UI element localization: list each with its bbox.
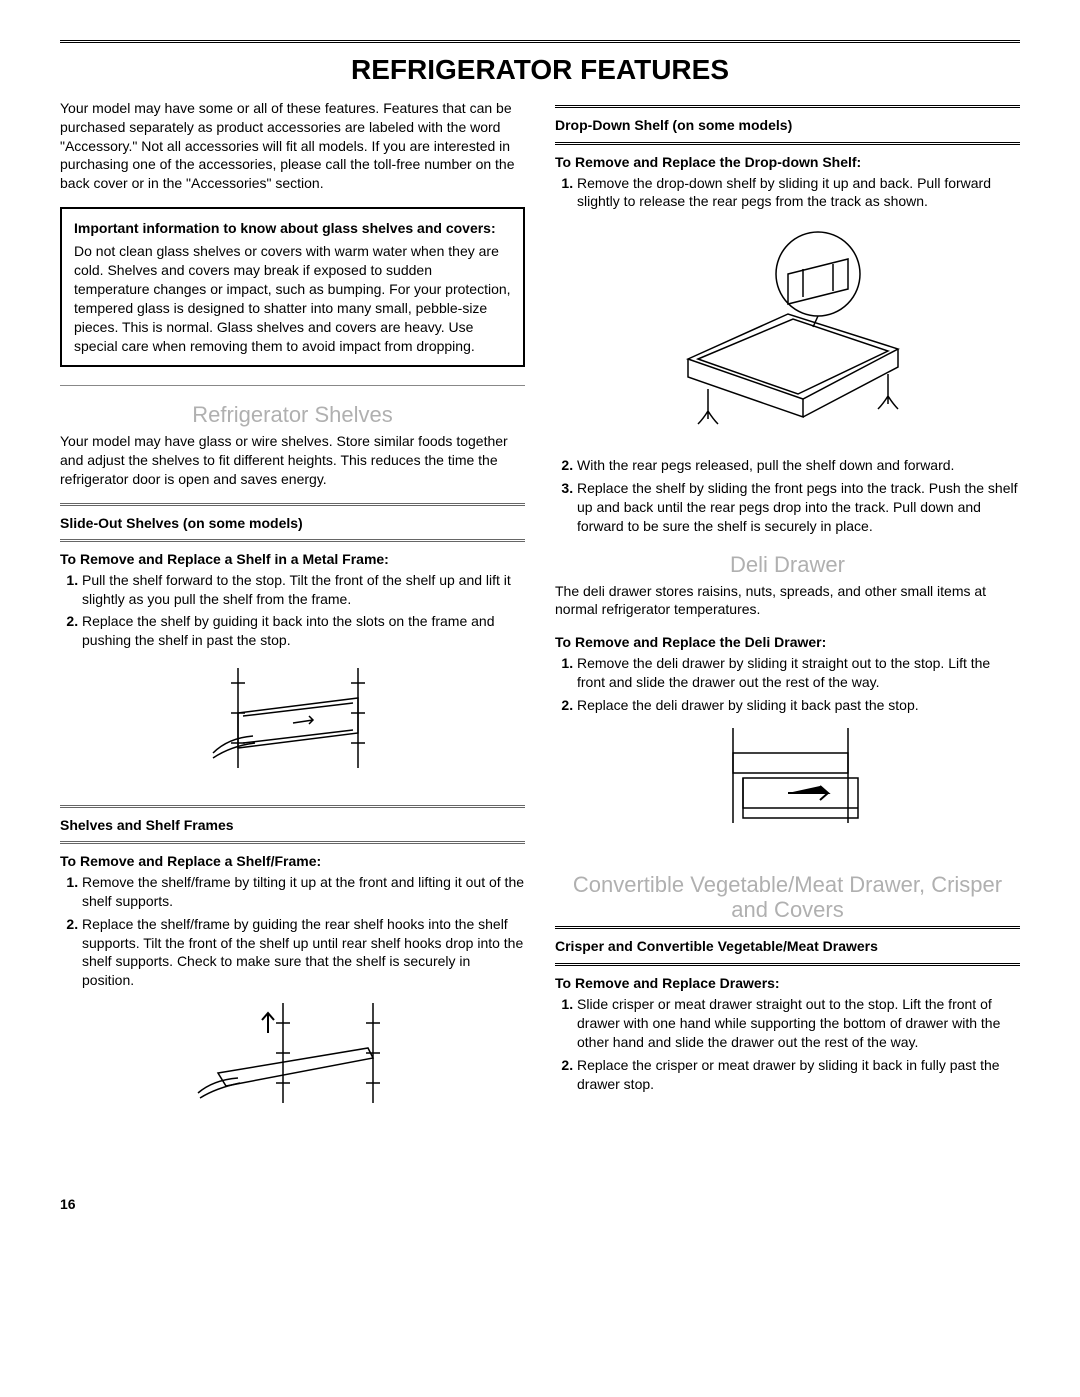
list-item: Replace the shelf by sliding the front p… [577, 479, 1020, 536]
slideout-sub: To Remove and Replace a Shelf in a Metal… [60, 550, 525, 569]
list-item: With the rear pegs released, pull the sh… [577, 456, 1020, 475]
list-item: Slide crisper or meat drawer straight ou… [577, 995, 1020, 1052]
important-box-body: Do not clean glass shelves or covers wit… [74, 242, 511, 355]
slideout-figure [60, 658, 525, 793]
deli-drawer-figure [555, 723, 1020, 858]
shelves-frames-sub: To Remove and Replace a Shelf/Frame: [60, 852, 525, 871]
list-item: Remove the deli drawer by sliding it str… [577, 654, 1020, 692]
list-item: Replace the shelf/frame by guiding the r… [82, 915, 525, 991]
deli-drawer-title: Deli Drawer [555, 550, 1020, 580]
important-info-box: Important information to know about glas… [60, 207, 525, 367]
list-item: Remove the drop-down shelf by sliding it… [577, 174, 1020, 212]
intro-paragraph: Your model may have some or all of these… [60, 99, 525, 193]
shelf-frame-figure [60, 998, 525, 1123]
dropdown-figure [555, 219, 1020, 444]
crisper-sub: To Remove and Replace Drawers: [555, 974, 1020, 993]
slideout-heading: Slide-Out Shelves (on some models) [60, 514, 525, 536]
list-item: Pull the shelf forward to the stop. Tilt… [82, 571, 525, 609]
list-item: Replace the deli drawer by sliding it ba… [577, 696, 1020, 715]
crisper-steps: Slide crisper or meat drawer straight ou… [555, 995, 1020, 1093]
page-title: REFRIGERATOR FEATURES [60, 51, 1020, 89]
dropdown-steps-b: With the rear pegs released, pull the sh… [555, 456, 1020, 536]
dropdown-heading: Drop-Down Shelf (on some models) [555, 116, 1020, 138]
deli-drawer-intro: The deli drawer stores raisins, nuts, sp… [555, 582, 1020, 620]
shelves-frames-steps: Remove the shelf/frame by tilting it up … [60, 873, 525, 990]
crisper-heading: Crisper and Convertible Vegetable/Meat D… [555, 937, 1020, 959]
slideout-steps: Pull the shelf forward to the stop. Tilt… [60, 571, 525, 651]
list-item: Remove the shelf/frame by tilting it up … [82, 873, 525, 911]
dropdown-sub: To Remove and Replace the Drop-down Shel… [555, 153, 1020, 172]
list-item: Replace the crisper or meat drawer by sl… [577, 1056, 1020, 1094]
shelves-frames-heading: Shelves and Shelf Frames [60, 816, 525, 838]
refrigerator-shelves-intro: Your model may have glass or wire shelve… [60, 432, 525, 489]
important-box-title: Important information to know about glas… [74, 219, 511, 238]
page-number: 16 [60, 1195, 1020, 1214]
deli-drawer-steps: Remove the deli drawer by sliding it str… [555, 654, 1020, 715]
deli-drawer-sub: To Remove and Replace the Deli Drawer: [555, 633, 1020, 652]
refrigerator-shelves-title: Refrigerator Shelves [60, 400, 525, 430]
convertible-title: Convertible Vegetable/Meat Drawer, Crisp… [555, 872, 1020, 923]
dropdown-steps-a: Remove the drop-down shelf by sliding it… [555, 174, 1020, 212]
list-item: Replace the shelf by guiding it back int… [82, 612, 525, 650]
